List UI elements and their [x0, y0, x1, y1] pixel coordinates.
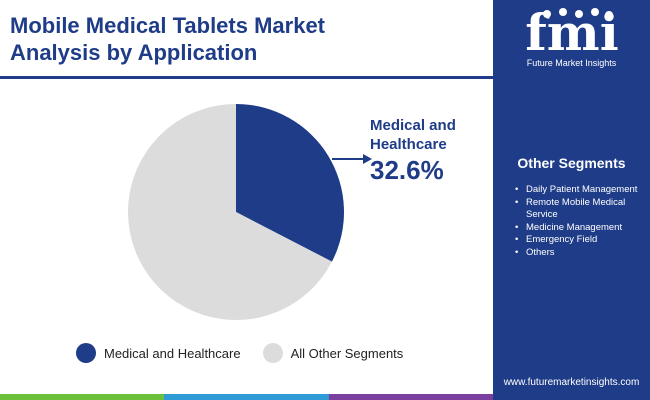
title-line-2: Analysis by Application: [10, 40, 258, 65]
strip-blue: [164, 394, 329, 400]
website-url[interactable]: www.futuremarketinsights.com: [503, 377, 640, 388]
legend-label-other: All Other Segments: [290, 345, 404, 361]
strip-purple: [328, 394, 493, 400]
header-divider: [0, 76, 493, 79]
legend-label-medical: Medical and Healthcare: [104, 345, 241, 361]
page-title: Mobile Medical Tablets Market Analysis b…: [10, 12, 480, 66]
legend-item-medical: Medical and Healthcare: [76, 343, 241, 363]
strip-green: [0, 394, 165, 400]
pie-slice-other: [127, 104, 332, 320]
logo-subtitle: Future Market Insights: [526, 58, 617, 68]
segment-item: Remote Mobile Medical Service: [515, 197, 643, 222]
pie-slice-medical: [236, 104, 344, 262]
svg-text:fmi: fmi: [525, 6, 618, 58]
legend: Medical and Healthcare All Other Segment…: [76, 343, 425, 363]
callout-value: 32.6%: [370, 155, 444, 185]
callout-arrow: [332, 154, 372, 164]
header: Mobile Medical Tablets Market Analysis b…: [0, 0, 493, 76]
logo: fmi Future Market Insights: [493, 0, 650, 76]
segments-list: Daily Patient Management Remote Mobile M…: [515, 184, 643, 259]
segment-item: Daily Patient Management: [515, 184, 643, 197]
callout-label-line-2: Healthcare: [370, 136, 447, 153]
legend-swatch-other: [262, 343, 283, 363]
segments-title: Other Segments: [517, 155, 626, 171]
segment-item: Others: [515, 247, 643, 260]
segment-item: Medicine Management: [515, 222, 643, 235]
title-line-1: Mobile Medical Tablets Market: [10, 13, 326, 38]
legend-swatch-medical: [76, 343, 96, 363]
side-panel: fmi Future Market Insights Other Segment…: [493, 0, 650, 400]
segment-item: Emergency Field: [515, 234, 643, 247]
callout-label: Medical and Healthcare: [370, 116, 485, 154]
legend-item-other: All Other Segments: [262, 343, 404, 363]
pie-chart: [127, 104, 344, 320]
callout-label-line-1: Medical and: [370, 117, 456, 134]
color-strip: [0, 394, 493, 400]
fmi-logo-icon: fmi: [525, 6, 618, 58]
